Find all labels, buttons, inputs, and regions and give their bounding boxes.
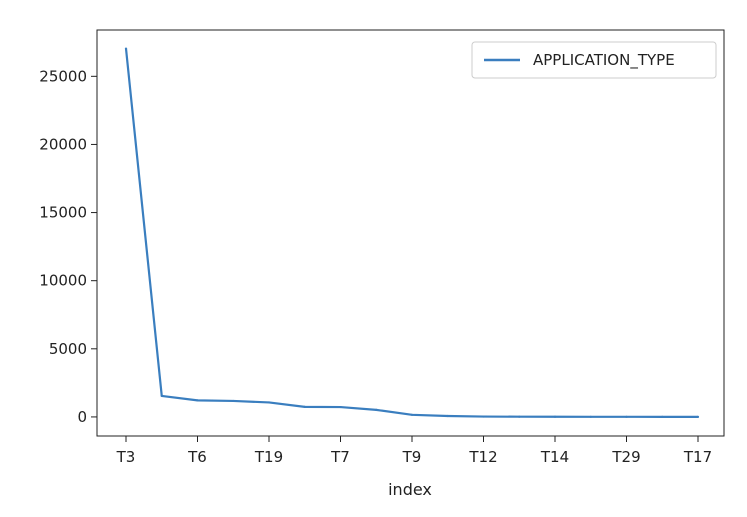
x-tick-label: T17: [683, 448, 712, 466]
x-tick-label: T6: [187, 448, 207, 466]
x-axis-label: index: [388, 480, 432, 499]
data-point: [303, 405, 306, 408]
data-point: [375, 408, 378, 411]
x-tick-label: T3: [116, 448, 136, 466]
data-point: [160, 394, 163, 398]
data-point: [589, 415, 592, 418]
data-point: [661, 415, 664, 418]
legend-box: [471, 41, 717, 79]
data-points: [124, 47, 700, 418]
data-point: [482, 415, 485, 418]
x-tick-label: T29: [611, 448, 640, 466]
y-tick-label: 5000: [49, 340, 87, 358]
data-point: [339, 405, 342, 409]
x-axis-ticks: T3 T6 T19 T7 T9 T12 T14 T29 T17: [116, 436, 712, 466]
x-tick-label: T7: [330, 448, 350, 466]
x-tick-label: T14: [540, 448, 569, 466]
data-point: [267, 401, 271, 404]
data-point: [625, 415, 628, 418]
y-axis-ticks: 0 5000 10000 15000 20000 25000: [39, 67, 97, 426]
y-tick-label: 20000: [39, 135, 87, 153]
data-point: [196, 399, 199, 402]
legend-label: APPLICATION_TYPE: [533, 51, 675, 70]
data-point: [553, 415, 557, 418]
data-point: [124, 47, 128, 50]
data-point: [410, 413, 414, 416]
y-tick-label: 25000: [39, 67, 87, 85]
y-tick-label: 10000: [39, 272, 87, 290]
x-tick-label: T9: [402, 448, 422, 466]
x-tick-label: T12: [468, 448, 497, 466]
x-tick-label: T19: [254, 448, 283, 466]
plot-area: [96, 29, 725, 437]
data-point: [696, 415, 700, 418]
data-point: [446, 414, 449, 418]
legend: APPLICATION_TYPE: [471, 41, 717, 79]
y-tick-label: 0: [77, 408, 87, 426]
data-point: [518, 415, 521, 418]
y-tick-label: 15000: [39, 204, 87, 222]
data-point: [232, 399, 235, 403]
